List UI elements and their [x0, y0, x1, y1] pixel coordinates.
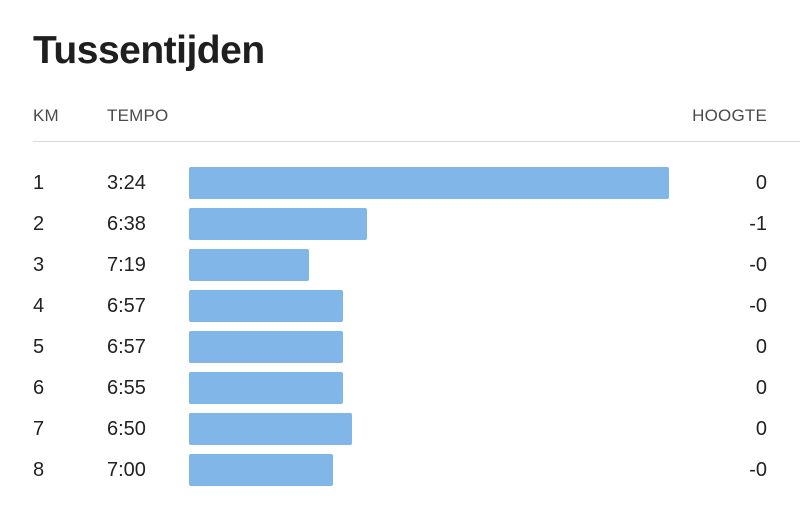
column-header-km: KM: [33, 106, 59, 125]
split-tempo: 6:50: [107, 418, 146, 440]
header-divider: [33, 141, 800, 142]
split-km: 5: [33, 336, 45, 358]
column-header-tempo: TEMPO: [107, 106, 169, 125]
split-km: 8: [33, 459, 45, 481]
split-hoogte: -0: [749, 459, 767, 481]
split-tempo: 3:24: [107, 172, 146, 194]
split-tempo: 7:19: [107, 254, 146, 276]
split-pace-bar: [189, 249, 309, 281]
split-row: 6 6:55 0: [0, 372, 800, 404]
split-pace-bar: [189, 372, 343, 404]
split-km: 3: [33, 254, 45, 276]
split-hoogte: -0: [749, 295, 767, 317]
split-tempo: 6:57: [107, 336, 146, 358]
split-row: 7 6:50 0: [0, 413, 800, 445]
split-pace-bar: [189, 331, 343, 363]
split-pace-bar: [189, 454, 333, 486]
split-km: 7: [33, 418, 45, 440]
split-row: 4 6:57 -0: [0, 290, 800, 322]
split-row: 1 3:24 0: [0, 167, 800, 199]
split-pace-bar: [189, 413, 352, 445]
split-row: 2 6:38 -1: [0, 208, 800, 240]
split-row: 8 7:00 -0: [0, 454, 800, 486]
split-hoogte: -0: [749, 254, 767, 276]
split-row: 3 7:19 -0: [0, 249, 800, 281]
split-km: 1: [33, 172, 45, 194]
split-hoogte: -1: [749, 213, 767, 235]
split-hoogte: 0: [755, 336, 767, 358]
split-km: 2: [33, 213, 45, 235]
split-hoogte: 0: [755, 418, 767, 440]
split-km: 4: [33, 295, 45, 317]
split-tempo: 7:00: [107, 459, 146, 481]
split-km: 6: [33, 377, 45, 399]
split-hoogte: 0: [755, 172, 767, 194]
split-pace-bar: [189, 290, 343, 322]
split-tempo: 6:55: [107, 377, 146, 399]
split-row: 5 6:57 0: [0, 331, 800, 363]
page-title: Tussentijden: [33, 29, 265, 72]
split-pace-bar: [189, 167, 669, 199]
split-hoogte: 0: [755, 377, 767, 399]
column-header-hoogte: HOOGTE: [692, 106, 767, 125]
split-tempo: 6:38: [107, 213, 146, 235]
split-pace-bar: [189, 208, 367, 240]
split-tempo: 6:57: [107, 295, 146, 317]
